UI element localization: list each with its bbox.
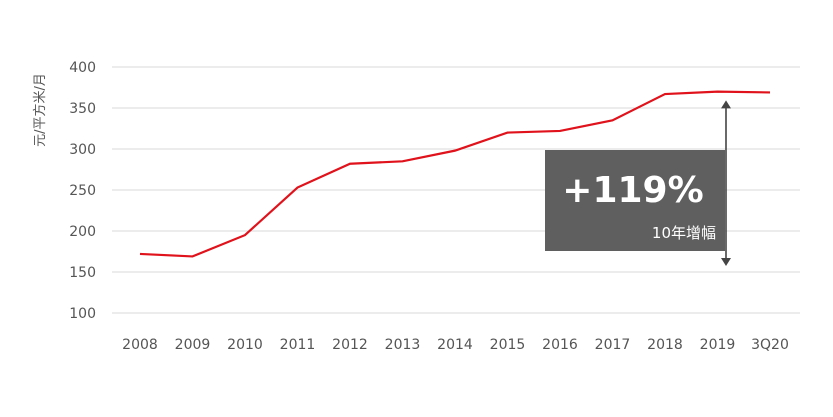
y-axis-label: 元/平方米/月 (32, 73, 48, 147)
x-tick-label: 2018 (647, 337, 683, 353)
y-tick-label: 350 (69, 101, 96, 117)
x-tick-label: 2009 (175, 337, 211, 353)
y-tick-label: 250 (69, 183, 96, 199)
x-tick-label: 2019 (700, 337, 736, 353)
arrow-up-head (721, 100, 731, 109)
y-tick-label: 400 (69, 60, 96, 76)
growth-annotation: +119% 10年增幅 (545, 100, 731, 266)
x-tick-label: 2015 (490, 337, 526, 353)
y-axis-ticks: 100 150 200 250 300 350 400 (69, 60, 96, 322)
growth-label: 10年增幅 (652, 224, 716, 242)
x-tick-label: 3Q20 (751, 337, 789, 353)
series-line (139, 90, 771, 258)
y-tick-label: 200 (69, 224, 96, 240)
y-tick-label: 300 (69, 142, 96, 158)
y-tick-label: 100 (69, 306, 96, 322)
x-tick-label: 2017 (595, 337, 631, 353)
x-tick-label: 2014 (437, 337, 473, 353)
x-tick-label: 2016 (542, 337, 578, 353)
growth-value: +119% (562, 170, 703, 211)
x-tick-label: 2012 (332, 337, 368, 353)
growth-box (545, 150, 725, 251)
x-tick-label: 2013 (385, 337, 421, 353)
y-tick-label: 150 (69, 265, 96, 281)
x-tick-label: 2011 (280, 337, 316, 353)
x-axis-ticks: 2008 2009 2010 2011 2012 2013 2014 2015 2016 2017… (122, 337, 789, 353)
arrow-down-head (721, 257, 731, 266)
x-tick-label: 2010 (227, 337, 263, 353)
x-tick-label: 2008 (122, 337, 158, 353)
gridlines (112, 66, 800, 314)
